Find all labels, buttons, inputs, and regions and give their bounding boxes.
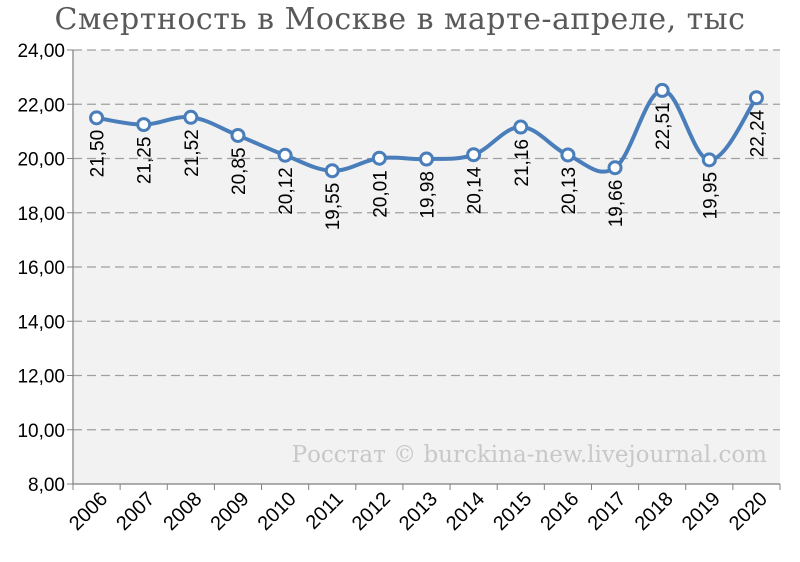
data-point (277, 147, 293, 163)
data-point (136, 117, 152, 133)
data-label: 22,24 (747, 109, 768, 157)
data-point (701, 152, 717, 168)
data-label: 21,25 (135, 137, 156, 185)
data-label: 20,14 (465, 166, 486, 214)
data-point (748, 90, 764, 106)
x-tick-label: 2011 (302, 488, 348, 534)
data-label: 22,51 (653, 102, 674, 150)
data-point (89, 110, 105, 126)
data-point (371, 150, 387, 166)
data-point (466, 147, 482, 163)
data-label: 19,98 (418, 171, 439, 219)
data-label: 20,12 (276, 167, 297, 215)
y-tick-label: 16,00 (17, 258, 65, 279)
x-tick-label: 2006 (65, 488, 112, 535)
x-tick-label: 2020 (725, 488, 772, 535)
data-label: 21,50 (88, 130, 109, 178)
data-label: 19,55 (323, 183, 344, 231)
x-tick-label: 2008 (159, 488, 206, 535)
x-tick-label: 2012 (348, 488, 395, 535)
data-label: 21,52 (182, 129, 203, 177)
x-tick-label: 2014 (442, 488, 489, 535)
data-labels: 21,50 21,25 21,52 20,85 20,12 19,55 20,01 19,98… (88, 102, 769, 230)
data-point (513, 119, 529, 135)
data-point (324, 163, 340, 179)
x-tick-label: 2017 (584, 488, 631, 535)
data-point (419, 151, 434, 167)
data-point (654, 82, 670, 98)
x-tick-label: 2009 (206, 488, 253, 535)
data-point (183, 109, 199, 125)
x-tick-label: 2019 (678, 488, 725, 535)
y-tick-label: 8,00 (28, 475, 65, 496)
data-label: 20,85 (229, 147, 250, 195)
data-label: 19,66 (606, 180, 627, 228)
x-tick-label: 2015 (489, 488, 536, 535)
y-axis-ticks: 8,00 10,00 12,00 14,00 16,00 18,00 20,00 22,00 2… (17, 41, 73, 496)
x-tick-label: 2016 (536, 488, 583, 535)
x-tick-label: 2007 (112, 488, 159, 535)
data-label: 19,95 (700, 172, 721, 220)
y-tick-label: 12,00 (17, 367, 65, 388)
data-label: 21,16 (512, 139, 533, 187)
x-tick-label: 2018 (631, 488, 678, 535)
y-tick-label: 18,00 (17, 204, 65, 225)
data-label: 20,01 (370, 170, 391, 218)
data-points (89, 82, 764, 179)
y-tick-label: 24,00 (17, 41, 65, 62)
x-tick-label: 2010 (254, 488, 301, 535)
watermark-text: Росстат © burckina-new.livejournal.com (292, 442, 768, 468)
x-tick-label: 2013 (395, 488, 442, 535)
y-tick-label: 20,00 (17, 150, 65, 171)
gridlines (73, 49, 780, 431)
y-tick-label: 22,00 (17, 95, 65, 116)
data-point (230, 127, 246, 143)
y-tick-label: 10,00 (17, 421, 65, 442)
chart-title: Смертность в Москве в марте-апреле, тыс (54, 2, 746, 37)
data-label: 20,13 (559, 167, 580, 215)
data-point (607, 160, 623, 176)
x-axis-ticks: 2006 2007 2008 2009 2010 2011 2012 2013 2014 2015… (65, 484, 781, 535)
data-point (560, 147, 576, 163)
y-tick-label: 14,00 (17, 312, 65, 333)
